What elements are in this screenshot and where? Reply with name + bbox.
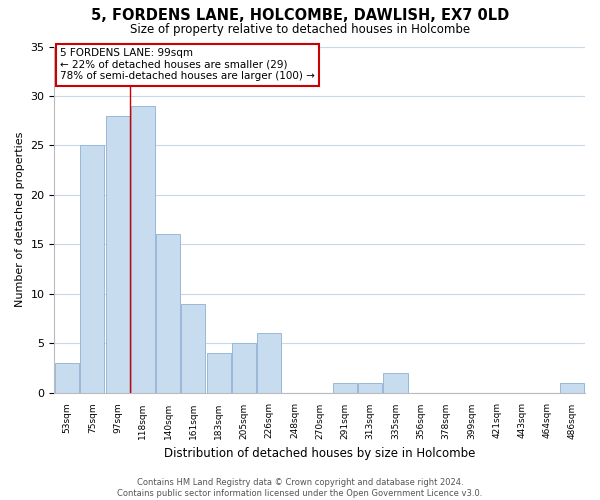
Bar [206,353,230,393]
Bar [131,106,155,393]
Bar [232,343,256,392]
Y-axis label: Number of detached properties: Number of detached properties [15,132,25,307]
Bar [156,234,180,392]
Text: Contains HM Land Registry data © Crown copyright and database right 2024.
Contai: Contains HM Land Registry data © Crown c… [118,478,482,498]
Bar [80,146,104,392]
Text: 5 FORDENS LANE: 99sqm
← 22% of detached houses are smaller (29)
78% of semi-deta: 5 FORDENS LANE: 99sqm ← 22% of detached … [60,48,314,82]
Bar [333,382,357,392]
Bar [257,333,281,392]
Bar [358,382,382,392]
Bar [55,363,79,392]
Text: 5, FORDENS LANE, HOLCOMBE, DAWLISH, EX7 0LD: 5, FORDENS LANE, HOLCOMBE, DAWLISH, EX7 … [91,8,509,22]
X-axis label: Distribution of detached houses by size in Holcombe: Distribution of detached houses by size … [164,447,475,460]
Bar [181,304,205,392]
Bar [560,382,584,392]
Text: Size of property relative to detached houses in Holcombe: Size of property relative to detached ho… [130,22,470,36]
Bar [106,116,130,392]
Bar [383,373,407,392]
